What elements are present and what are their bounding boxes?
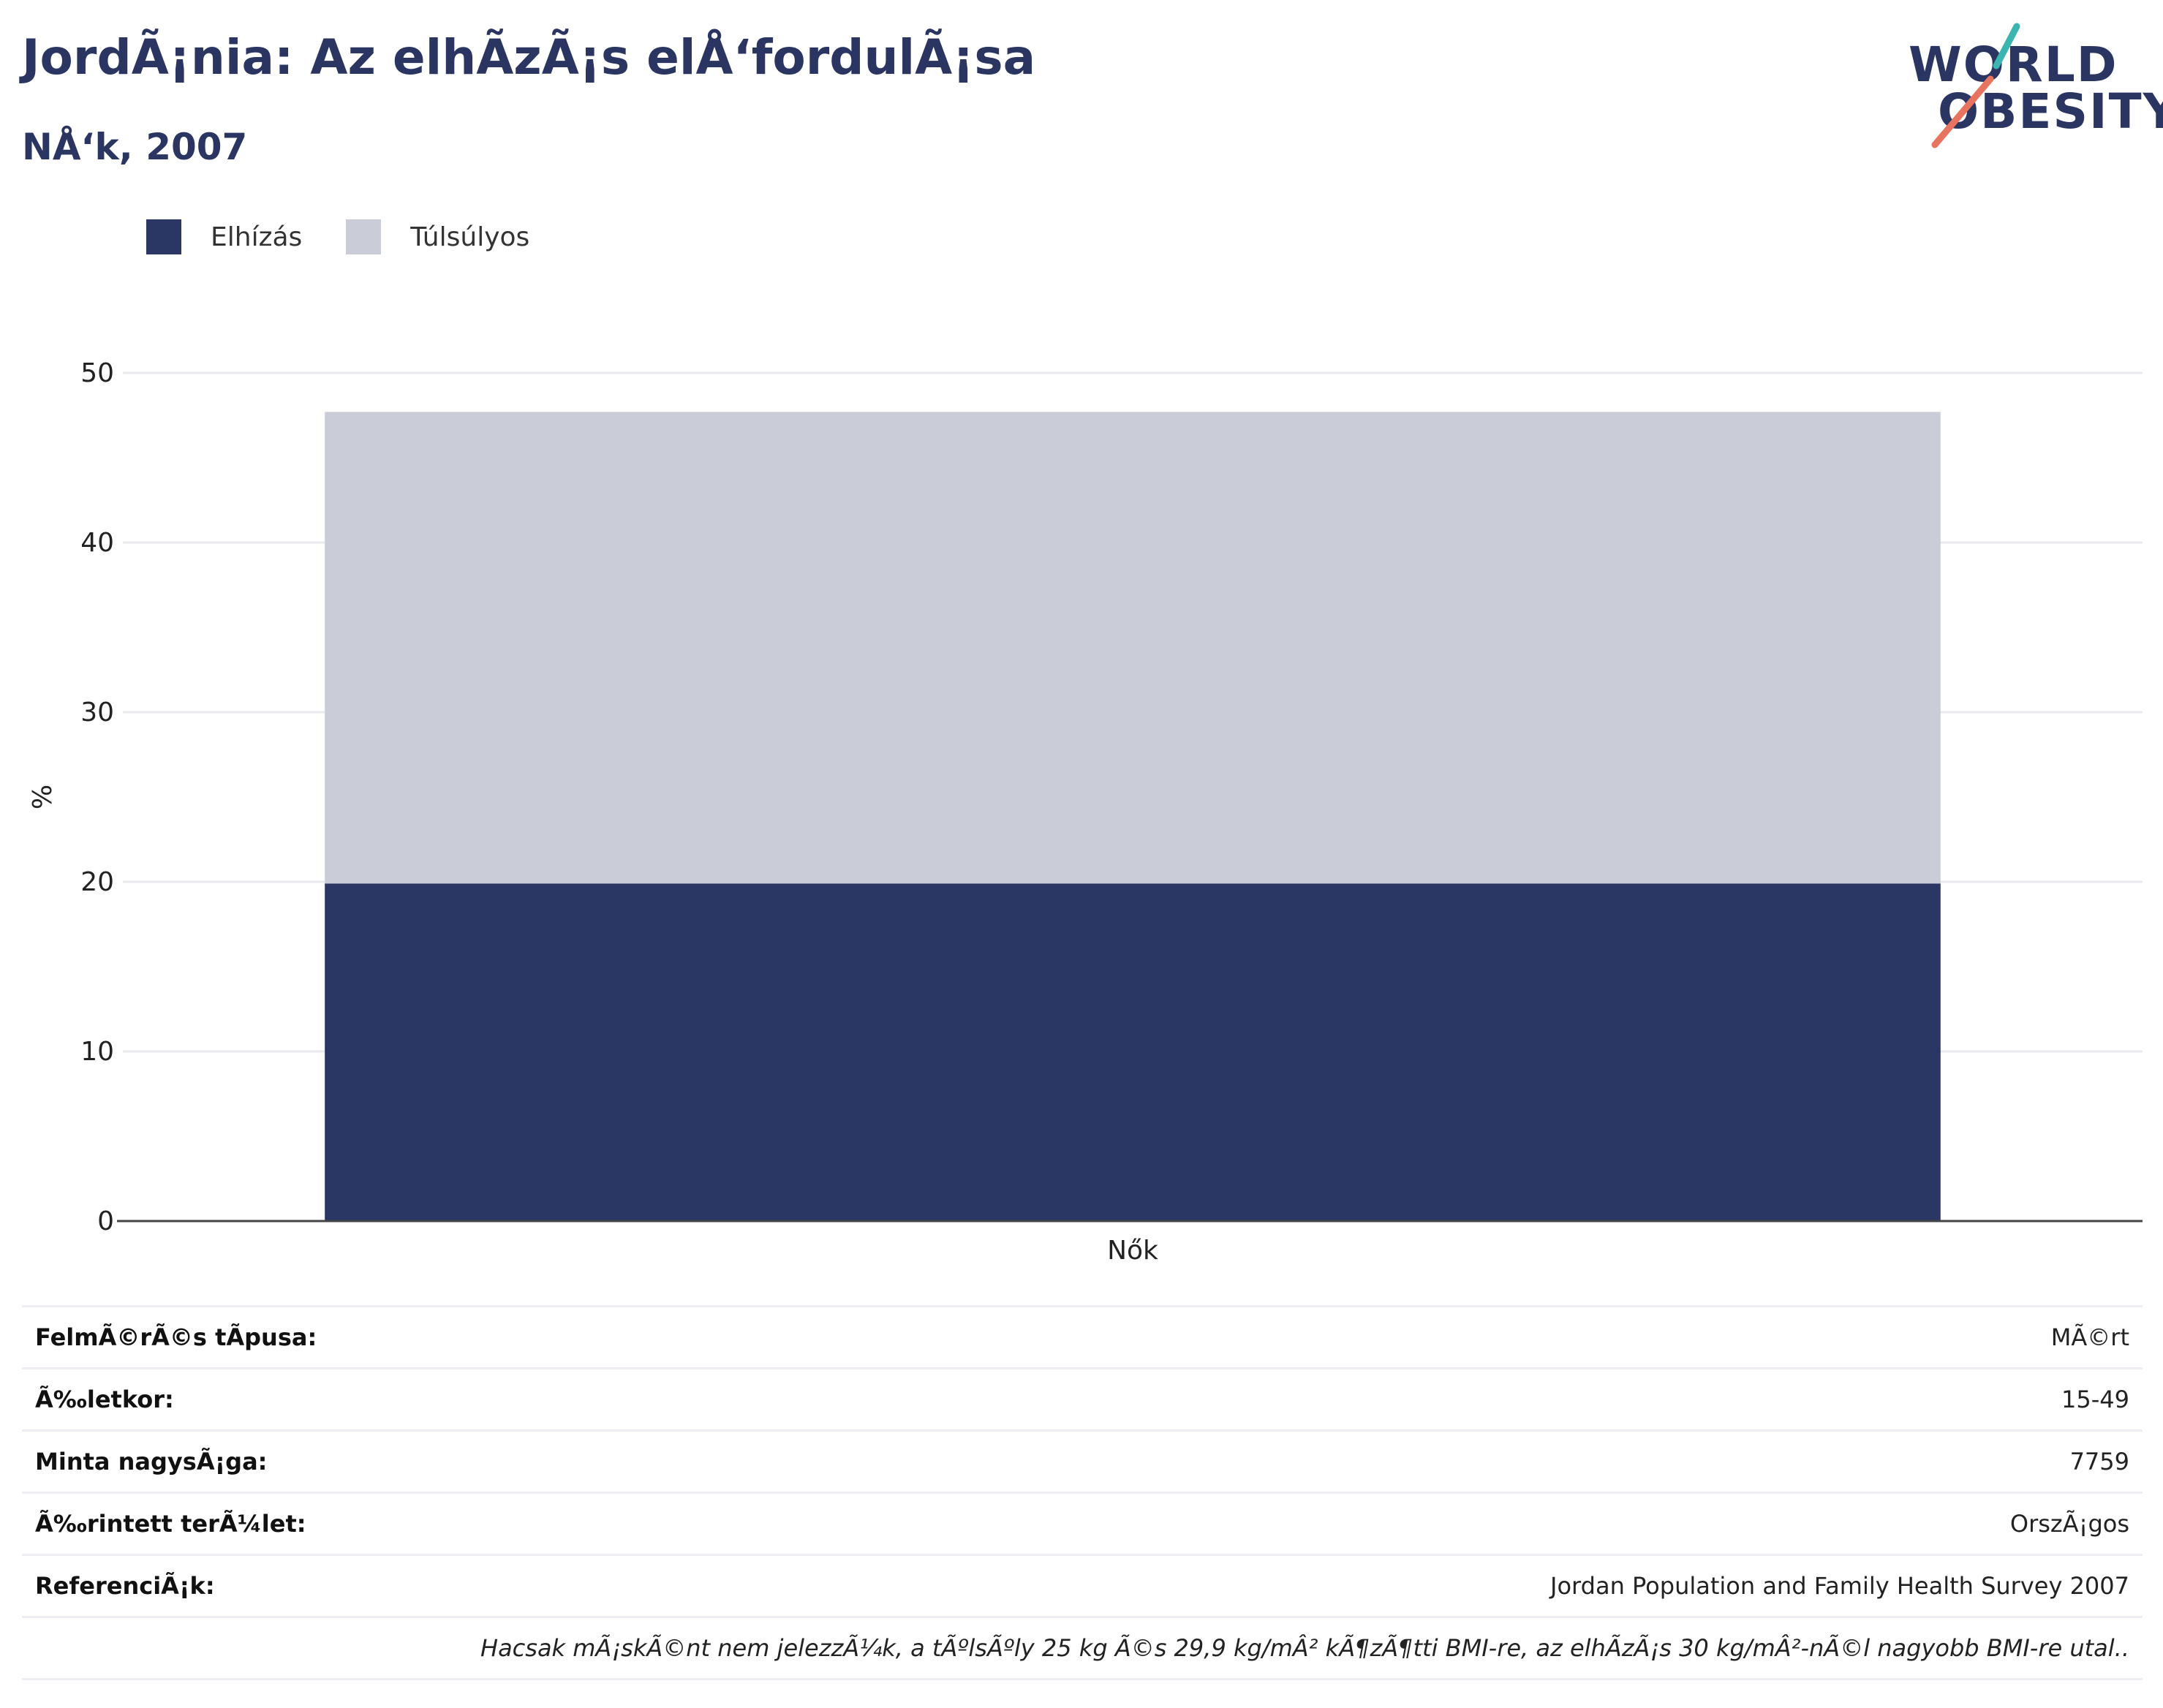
y-tick-label: 30 bbox=[80, 698, 114, 728]
info-row-references: ReferenciÃ¡k: Jordan Population and Fami… bbox=[22, 1554, 2143, 1616]
logo-slash-icon bbox=[1931, 23, 2020, 148]
footnote: Hacsak mÃ¡skÃ©nt nem jelezzÃ¼k, a tÃºlsÃ… bbox=[22, 1616, 2143, 1680]
world-obesity-logo: WORLD OBESITY bbox=[1909, 20, 2163, 152]
legend-item-obesity[interactable]: Elhízás bbox=[146, 219, 302, 254]
info-row-sample-size: Minta nagysÃ¡ga: 7759 bbox=[22, 1429, 2143, 1492]
footnote-text: Hacsak mÃ¡skÃ©nt nem jelezzÃ¼k, a tÃºlsÃ… bbox=[480, 1634, 2129, 1662]
info-value: Jordan Population and Family Health Surv… bbox=[1550, 1572, 2129, 1600]
logo-text-world: WORLD bbox=[1909, 37, 2118, 93]
info-label: Minta nagysÃ¡ga: bbox=[35, 1448, 268, 1475]
legend-item-overweight[interactable]: Túlsúlyos bbox=[346, 219, 529, 254]
info-row-survey-type: FelmÃ©rÃ©s tÃ­pusa: MÃ©rt bbox=[22, 1305, 2143, 1367]
info-label: Ã‰rintett terÃ¼let: bbox=[35, 1510, 306, 1538]
info-row-age: Ã‰letkor: 15-49 bbox=[22, 1367, 2143, 1429]
bar-segment-overweight bbox=[325, 412, 1941, 884]
y-tick-label: 40 bbox=[80, 528, 114, 558]
survey-info-table: FelmÃ©rÃ©s tÃ­pusa: MÃ©rt Ã‰letkor: 15-4… bbox=[22, 1305, 2143, 1680]
stacked-bar-chart: 0 10 20 30 40 50 Nők% bbox=[28, 358, 2143, 1266]
info-row-area: Ã‰rintett terÃ¼let: OrszÃ¡gos bbox=[22, 1492, 2143, 1554]
chart-title: JordÃ¡nia: Az elhÃ­zÃ¡s elÅ‘fordulÃ¡sa bbox=[22, 29, 1036, 86]
chart-legend: Elhízás Túlsúlyos bbox=[146, 216, 573, 257]
info-label: Ã‰letkor: bbox=[35, 1386, 174, 1413]
info-label: FelmÃ©rÃ©s tÃ­pusa: bbox=[35, 1323, 317, 1351]
y-axis-label: % bbox=[28, 785, 58, 809]
y-tick-label: 0 bbox=[97, 1206, 114, 1236]
y-tick-label: 50 bbox=[80, 358, 114, 388]
y-tick-label: 10 bbox=[80, 1037, 114, 1067]
legend-label-overweight: Túlsúlyos bbox=[410, 222, 530, 252]
legend-label-obesity: Elhízás bbox=[211, 222, 303, 252]
x-tick-label: Nők bbox=[1107, 1236, 1158, 1266]
y-tick-label: 20 bbox=[80, 867, 114, 897]
legend-swatch-overweight bbox=[346, 219, 382, 254]
chart-subtitle: NÅ‘k, 2007 bbox=[22, 126, 248, 168]
info-value: OrszÃ¡gos bbox=[2009, 1510, 2129, 1538]
info-value: MÃ©rt bbox=[2050, 1323, 2129, 1351]
info-label: ReferenciÃ¡k: bbox=[35, 1572, 215, 1600]
info-value: 7759 bbox=[2069, 1448, 2129, 1475]
bar-segment-obesity bbox=[325, 883, 1941, 1221]
info-value: 15-49 bbox=[2061, 1386, 2129, 1413]
legend-swatch-obesity bbox=[146, 219, 181, 254]
